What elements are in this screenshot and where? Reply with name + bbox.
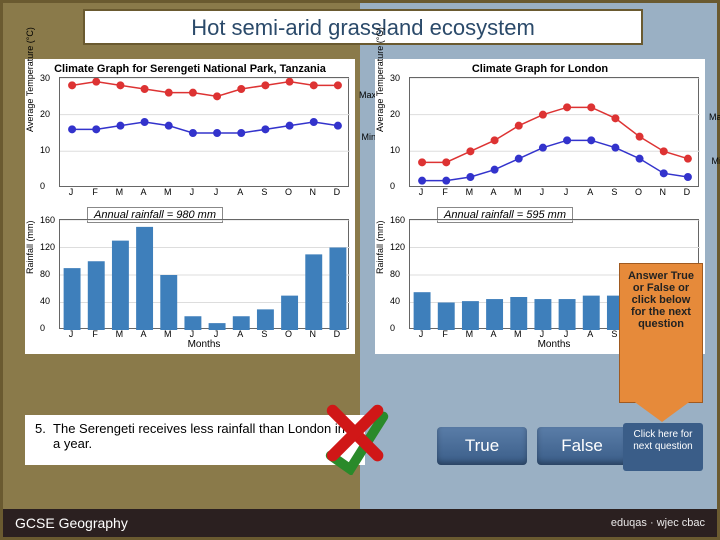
slide: Hot semi-arid grassland ecosystem Climat… [0, 0, 720, 540]
footer-left: GCSE Geography [15, 515, 128, 531]
temp-axis-label: Average Temperature (°C) [25, 27, 35, 132]
temp-xaxis-right: JFMAMJJASOND [409, 187, 699, 197]
true-button[interactable]: True [437, 427, 527, 465]
legend-max: Max [359, 90, 376, 100]
false-button[interactable]: False [537, 427, 627, 465]
rain-chart-left: Rainfall (mm) 04080120160 [59, 219, 349, 329]
page-title: Hot semi-arid grassland ecosystem [83, 9, 643, 45]
answer-feedback [319, 397, 397, 480]
question-text: The Serengeti receives less rainfall tha… [53, 421, 355, 459]
instruction-callout: Answer True or False or click below for … [619, 263, 703, 403]
legend-min: Min [361, 132, 376, 142]
chart-title-right: Climate Graph for London [375, 59, 705, 77]
temp-chart-right: Average Temperature (°C) 0102030 Max Min [409, 77, 699, 187]
temp-chart-left: Average Temperature (°C) 0102030 Max Min [59, 77, 349, 187]
temp-svg-right [410, 78, 700, 188]
question-number: 5. [35, 421, 53, 459]
instruction-text: Answer True or False or click below for … [628, 270, 694, 330]
temp-svg-left [60, 78, 350, 188]
footer-logo: eduqas · wjec cbac [611, 517, 705, 529]
rain-axis-label: Rainfall (mm) [375, 220, 385, 274]
rain-xaxis-left: JFMAMJJASOND [59, 329, 349, 339]
legend-min: Min [711, 156, 720, 166]
months-label: Months [59, 339, 349, 350]
panel-serengeti: Climate Graph for Serengeti National Par… [25, 59, 355, 354]
rain-svg-left [60, 220, 350, 330]
temp-axis-label: Average Temperature (°C) [375, 27, 385, 132]
footer-bar: GCSE Geography eduqas · wjec cbac [3, 509, 717, 537]
rain-axis-label: Rainfall (mm) [25, 220, 35, 274]
temp-xaxis-left: JFMAMJJASOND [59, 187, 349, 197]
legend-max: Max [709, 112, 720, 122]
question-box: 5. The Serengeti receives less rainfall … [25, 415, 365, 465]
arrow-down-icon [632, 400, 692, 422]
next-question-button[interactable]: Click here for next question [623, 423, 703, 471]
chart-title-left: Climate Graph for Serengeti National Par… [25, 59, 355, 77]
